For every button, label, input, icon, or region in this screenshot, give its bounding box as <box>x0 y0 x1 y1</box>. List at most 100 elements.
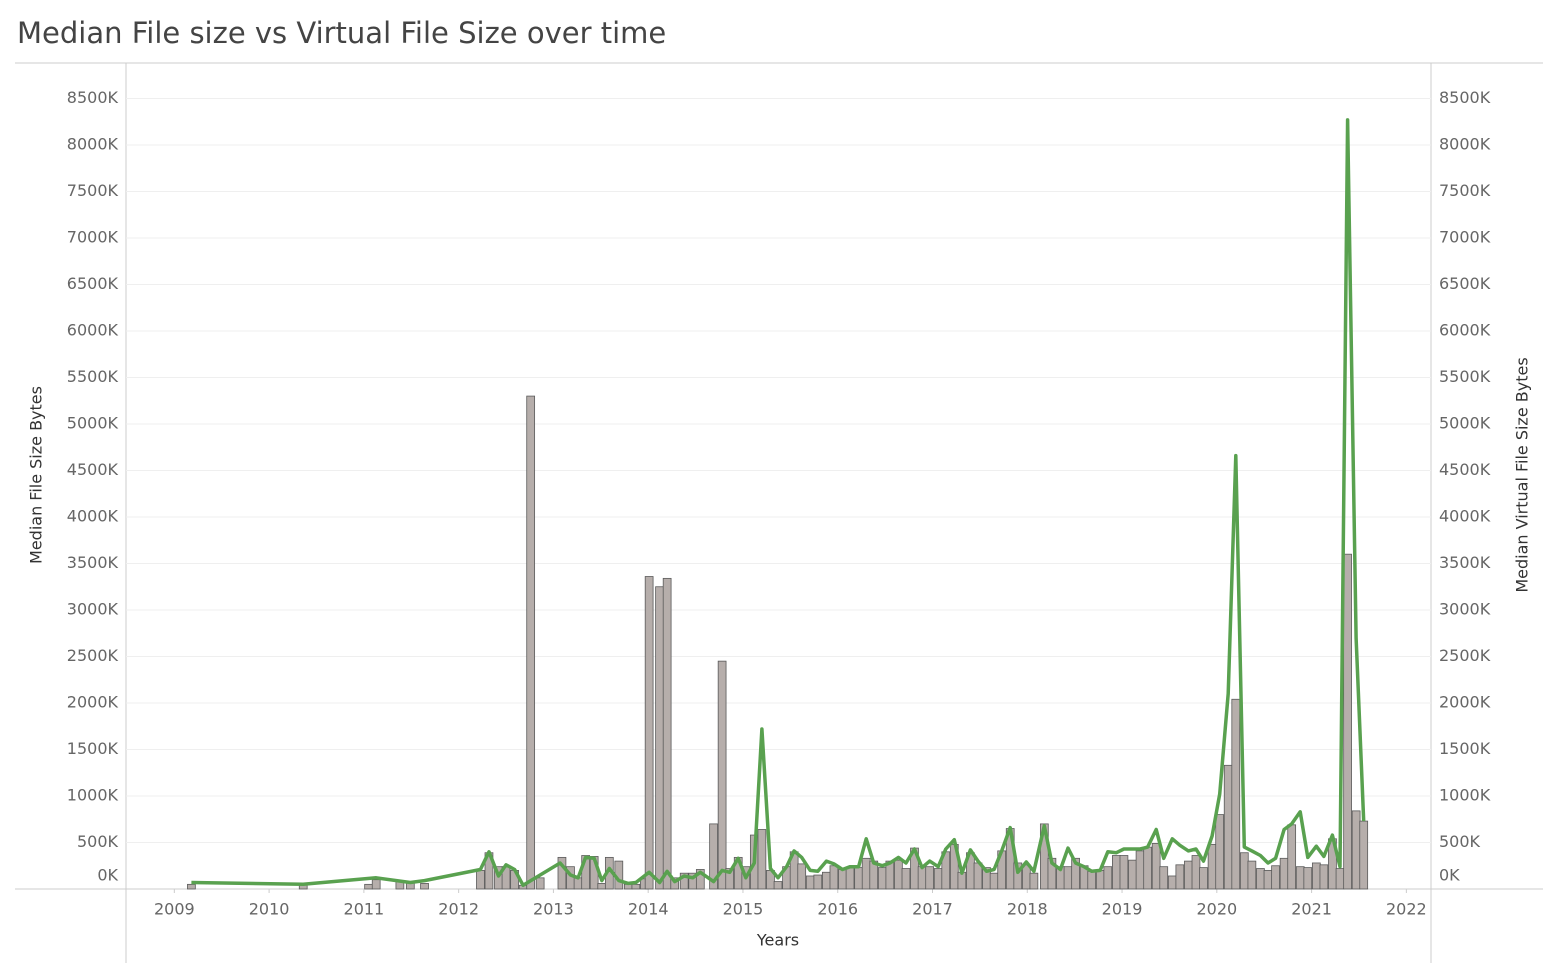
bar <box>1271 865 1280 890</box>
bar <box>644 576 654 890</box>
bar <box>1319 864 1329 890</box>
bar <box>845 867 855 890</box>
bar <box>925 866 935 890</box>
bar <box>420 883 429 890</box>
x-tick-label: 2016 <box>817 900 858 919</box>
x-tick-label: 2009 <box>154 900 195 919</box>
bar <box>854 867 863 890</box>
bar <box>894 859 903 890</box>
bar <box>1063 866 1073 890</box>
x-tick-label: 2013 <box>533 900 574 919</box>
y2-tick-label: 6000K <box>1439 320 1491 339</box>
bar <box>655 586 664 890</box>
y-tick-label: 4500K <box>67 460 119 479</box>
x-tick-label: 2018 <box>1007 900 1048 919</box>
y2-tick-label: 4500K <box>1439 460 1491 479</box>
y-tick-label: 7000K <box>67 227 119 246</box>
y2-tick-label: 7500K <box>1439 181 1491 200</box>
bar <box>1184 860 1193 890</box>
bar <box>1303 867 1313 890</box>
x-tick-label: 2021 <box>1291 900 1332 919</box>
bar <box>933 868 943 890</box>
bar <box>1351 810 1361 890</box>
bar <box>773 881 783 890</box>
y-tick-label: 5500K <box>67 367 119 386</box>
bar <box>1191 855 1201 890</box>
y2-tick-label: 2500K <box>1439 646 1491 665</box>
line <box>191 118 1366 888</box>
bar <box>535 877 545 890</box>
bar <box>1087 870 1097 890</box>
y-tick-label: 3500K <box>67 553 119 572</box>
x-tick-label: 2022 <box>1386 900 1427 919</box>
y-tick-label: 0K <box>97 866 118 885</box>
bar <box>1247 860 1257 890</box>
y-axis-title: Median File Size Bytes <box>27 386 46 564</box>
x-tick-label: 2017 <box>912 900 953 919</box>
bar <box>1343 553 1352 890</box>
bar <box>725 868 735 890</box>
y-tick-label: 6500K <box>67 274 119 293</box>
bar <box>371 879 381 890</box>
y2-tick-label: 5500K <box>1439 367 1491 386</box>
x-tick-label: 2015 <box>723 900 764 919</box>
bar <box>1256 868 1265 890</box>
bar <box>1359 820 1369 890</box>
bar <box>1095 869 1105 890</box>
y-tick-label: 3000K <box>67 599 119 618</box>
bar <box>1159 866 1169 890</box>
bar <box>813 874 823 890</box>
y-tick-label: 2500K <box>67 646 119 665</box>
bar <box>597 883 607 890</box>
bar <box>1295 866 1305 890</box>
y-tick-label: 500K <box>77 832 119 851</box>
bar <box>662 577 672 890</box>
y-tick-label: 5000K <box>67 413 119 432</box>
bar <box>476 869 485 890</box>
bar <box>1239 852 1249 890</box>
bar <box>695 869 705 890</box>
y2-tick-label: 3000K <box>1439 599 1491 618</box>
bar <box>1223 764 1233 890</box>
y-tick-label: 8000K <box>67 134 119 153</box>
bar <box>526 395 536 890</box>
y2-tick-label: 1000K <box>1439 785 1491 804</box>
bar <box>1103 866 1113 890</box>
y2-tick-label: 5000K <box>1439 413 1491 432</box>
x-tick-label: 2019 <box>1102 900 1143 919</box>
bar <box>670 877 680 890</box>
bar <box>1119 855 1129 890</box>
bar <box>1151 843 1161 890</box>
bar <box>187 883 196 890</box>
y2-tick-label: 3500K <box>1439 553 1491 572</box>
y-tick-label: 4000K <box>67 506 119 525</box>
bar <box>1021 864 1031 890</box>
bar <box>757 829 767 890</box>
bar <box>1263 869 1273 890</box>
bar <box>917 866 927 890</box>
bar <box>631 883 641 890</box>
bar <box>822 871 831 890</box>
bar <box>1029 872 1039 890</box>
bar <box>679 872 689 890</box>
bar <box>557 856 567 890</box>
y2-tick-label: 8500K <box>1439 88 1491 107</box>
bar <box>1311 862 1321 890</box>
y-tick-label: 6000K <box>67 320 119 339</box>
y2-tick-label: 6500K <box>1439 274 1491 293</box>
bar <box>1135 850 1145 890</box>
bar <box>1335 868 1345 890</box>
bar <box>1215 814 1225 890</box>
y-tick-label: 1000K <box>67 785 119 804</box>
y-tick-label: 1500K <box>67 739 119 758</box>
bar <box>1207 843 1217 890</box>
bar <box>861 857 871 890</box>
x-tick-label: 2012 <box>438 900 479 919</box>
y2-tick-label: 7000K <box>1439 227 1491 246</box>
bar <box>1112 855 1121 890</box>
x-tick-label: 2010 <box>249 900 290 919</box>
bar <box>1128 859 1137 890</box>
x-axis-title: Years <box>756 931 799 950</box>
x-tick-label: 2011 <box>344 900 385 919</box>
